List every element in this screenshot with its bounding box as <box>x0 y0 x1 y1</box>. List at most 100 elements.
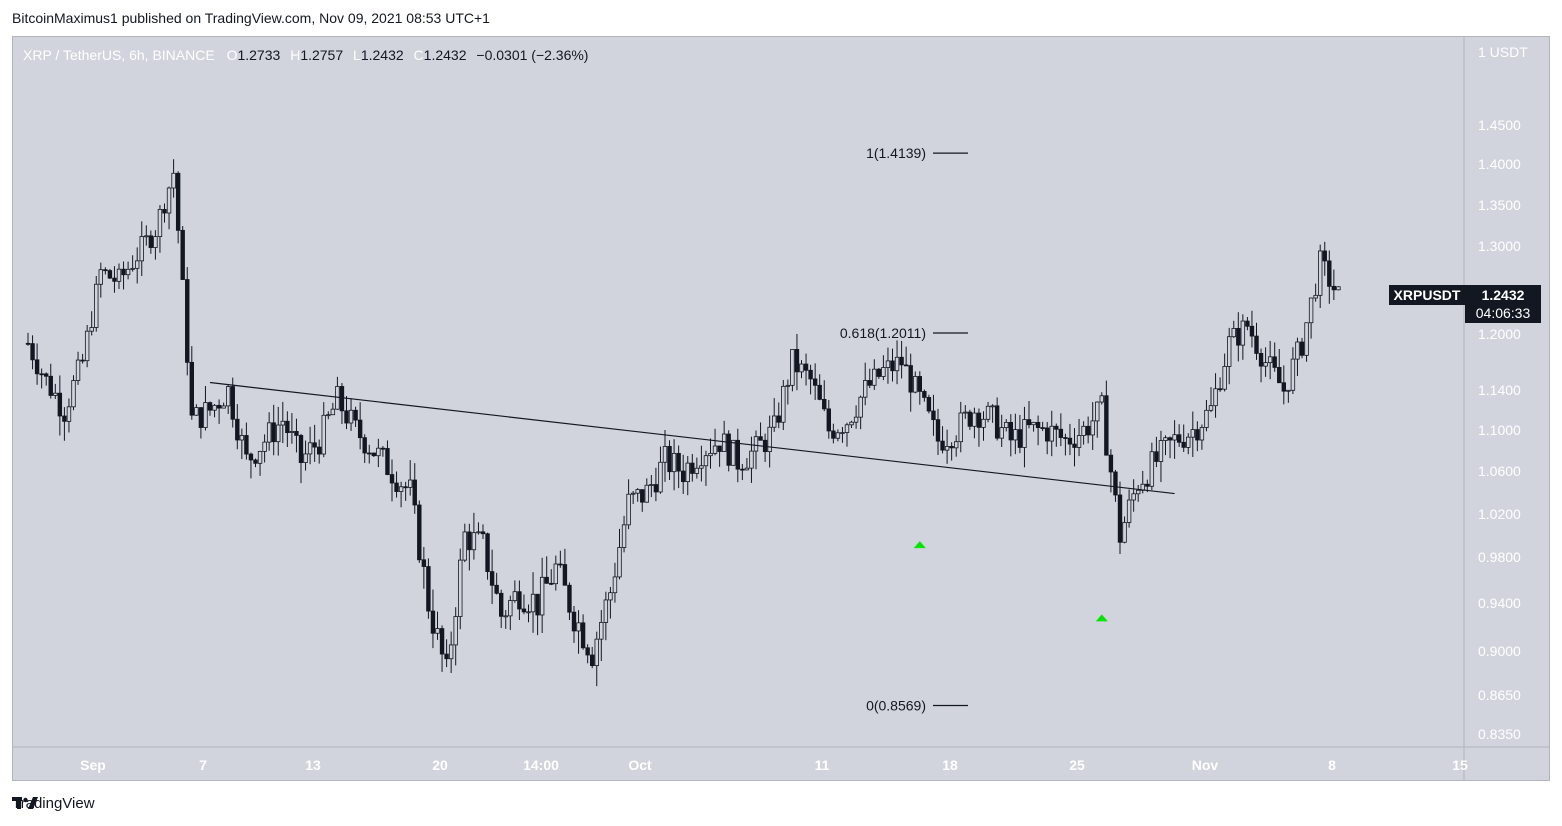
candle-body <box>690 462 695 474</box>
candle-body <box>107 270 113 279</box>
candle-body <box>853 416 859 423</box>
time-tick-label: Oct <box>628 757 652 773</box>
candle-body <box>658 461 663 493</box>
candle-body <box>403 486 408 489</box>
candle-body <box>367 452 372 455</box>
price-tag: XRPUSDT 1.2432 04:06:33 <box>1389 285 1541 323</box>
candle-body <box>257 451 263 464</box>
candle-body <box>1085 425 1091 436</box>
candle-body <box>1199 427 1205 441</box>
candle-body <box>662 446 668 463</box>
candle-body <box>1176 434 1182 443</box>
price-tag-value-bg <box>1465 285 1541 323</box>
candle-body <box>1318 250 1323 296</box>
candle-body <box>1108 454 1114 473</box>
price-chart[interactable]: XRP / TetherUS, 6h, BINANCE O1.2733 H1.2… <box>13 37 1549 780</box>
candle-body <box>480 531 486 535</box>
candle-body <box>726 433 731 466</box>
candle-body <box>235 418 240 441</box>
candle-body <box>148 235 154 248</box>
fib-levels: 1(1.4139) 0.618(1.2011) 0(0.8569) <box>840 145 968 714</box>
price-scale-ticks[interactable]: 1.4500 1.4000 1.3500 1.3000 1.2000 1.1400 1.10… <box>1478 117 1521 742</box>
candle-body <box>794 349 800 373</box>
candle-body <box>225 386 231 407</box>
candle-body <box>316 446 322 455</box>
chart-area[interactable]: XRP / TetherUS, 6h, BINANCE O1.2733 H1.2… <box>12 36 1550 781</box>
candle-body <box>1017 429 1023 448</box>
candle-body <box>1172 434 1177 441</box>
candle-body <box>1313 294 1318 299</box>
legend: XRP / TetherUS, 6h, BINANCE O1.2733 H1.2… <box>23 47 588 63</box>
support-marker-icon <box>913 541 926 549</box>
candle-body <box>1263 362 1268 367</box>
candle-body <box>708 452 713 457</box>
candle-body <box>785 384 791 387</box>
fib-level-label: 1(1.4139) <box>866 145 926 161</box>
candle-body <box>485 533 490 572</box>
candle-body <box>1222 366 1227 390</box>
candle-body <box>53 392 58 396</box>
candle-body <box>1004 421 1009 429</box>
candle-body <box>125 268 131 276</box>
candle-body <box>703 455 709 467</box>
candle-body <box>612 576 618 594</box>
candle-body <box>712 445 718 454</box>
fib-level-label: 0.618(1.2011) <box>840 325 926 341</box>
candle-body <box>25 342 31 345</box>
candle-body <box>198 407 204 428</box>
candle-body <box>1190 429 1195 438</box>
legend-close-value: 1.2432 <box>424 47 467 63</box>
candle-body <box>371 452 376 457</box>
time-tick-label: Nov <box>1192 757 1219 773</box>
candle-body <box>544 576 549 584</box>
candle-body <box>203 402 208 428</box>
candle-body <box>1163 437 1168 442</box>
candle-body <box>71 380 76 408</box>
candle-body <box>139 236 144 262</box>
time-scale-ticks[interactable]: Sep 7 13 20 14:00 Oct 11 18 25 Nov 8 15 <box>80 757 1468 773</box>
candle-body <box>808 369 813 380</box>
candle-body <box>926 397 932 412</box>
candle-body <box>653 484 659 493</box>
candle-body <box>1045 427 1050 442</box>
candle-body <box>1072 443 1077 448</box>
candle-body <box>312 442 317 448</box>
candle-body <box>194 407 199 416</box>
candle-body <box>812 378 818 386</box>
candle-body <box>590 654 595 667</box>
candle-body <box>303 453 308 463</box>
price-tick-label: 1.4500 <box>1478 117 1521 133</box>
candle-body <box>817 384 822 400</box>
candle-body <box>1286 389 1291 392</box>
footer: TradingView <box>12 795 95 812</box>
candle-body <box>594 638 599 667</box>
candle-body <box>1249 325 1255 337</box>
candle-body <box>1308 297 1314 324</box>
descending-trendline <box>209 381 1175 495</box>
candle-body <box>835 432 841 439</box>
candle-body <box>244 435 249 455</box>
candle-body <box>1208 405 1214 411</box>
candle-body <box>931 410 936 421</box>
legend-open-value: 1.2733 <box>237 47 280 63</box>
candle-body <box>963 411 968 414</box>
candle-body <box>535 593 540 616</box>
candle-body <box>307 442 313 455</box>
candle-body <box>558 563 563 566</box>
candle-body <box>1327 260 1332 287</box>
candle-body <box>435 628 440 634</box>
candle-body <box>699 465 704 469</box>
candle-body <box>144 235 149 238</box>
candle-body <box>790 349 795 386</box>
candle-body <box>221 405 226 409</box>
candle-body <box>899 356 904 366</box>
candle-body <box>1136 489 1141 495</box>
candle-body <box>885 360 891 368</box>
candle-body <box>1090 420 1095 436</box>
candles-layer <box>25 159 1341 687</box>
candle-body <box>426 566 431 612</box>
candle-body <box>981 418 986 428</box>
candle-body <box>985 405 991 420</box>
candle-body <box>1258 353 1264 367</box>
candle-body <box>453 616 458 646</box>
